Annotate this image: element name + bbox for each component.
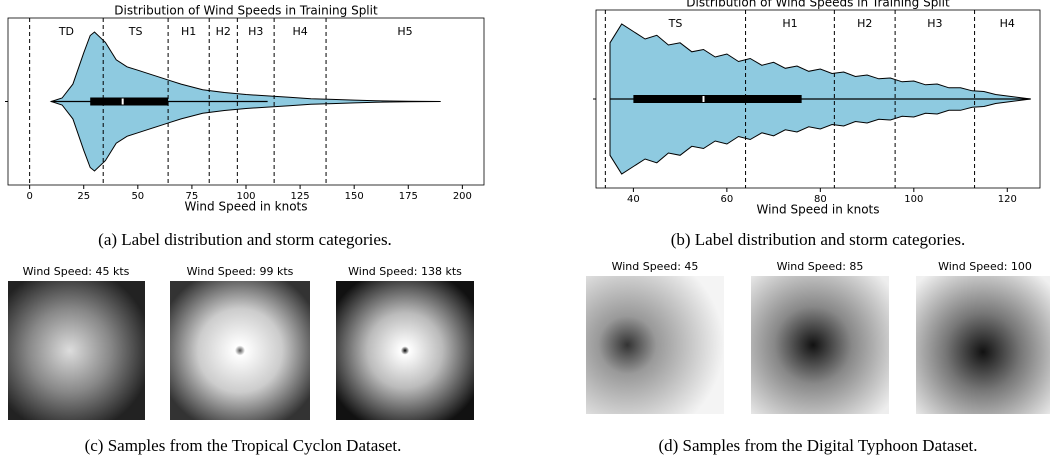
satellite-image [170, 281, 310, 420]
caption: (d) Samples from the Digital Typhoon Dat… [658, 436, 977, 455]
category-label: H5 [397, 25, 412, 38]
x-tick-label: 60 [720, 194, 733, 205]
category-label: TS [128, 25, 143, 38]
x-tick-label: 100 [904, 194, 923, 205]
satellite-image [8, 281, 145, 420]
category-label: TS [668, 17, 683, 30]
x-tick-label: 200 [453, 191, 472, 202]
satellite-image [336, 281, 474, 420]
category-label: H3 [248, 25, 263, 38]
satellite-image [586, 276, 724, 414]
caption: (c) Samples from the Tropical Cyclon Dat… [85, 436, 402, 455]
figure: Wind Speed: 45 kts Wind Speed: 99 kts Wi… [0, 0, 1052, 465]
category-label: TD [58, 25, 74, 38]
sample-title: Wind Speed: 100 [938, 260, 1032, 273]
x-axis-label: Wind Speed in knots [756, 203, 879, 217]
category-label: H4 [292, 25, 307, 38]
box [633, 95, 801, 103]
caption: (b) Label distribution and storm categor… [671, 230, 966, 249]
x-tick-label: 0 [26, 191, 32, 202]
x-tick-label: 50 [131, 191, 144, 202]
x-tick-label: 150 [345, 191, 364, 202]
x-tick-label: 120 [998, 194, 1017, 205]
satellite-image [916, 276, 1050, 414]
category-label: H1 [782, 17, 797, 30]
x-axis-label: Wind Speed in knots [184, 200, 307, 214]
sample-title: Wind Speed: 138 kts [348, 265, 462, 278]
chart-title: Distribution of Wind Speeds in Training … [114, 4, 378, 18]
satellite-image [751, 276, 889, 414]
category-label: H1 [181, 25, 196, 38]
sample-title: Wind Speed: 45 [612, 260, 699, 273]
sample-title: Wind Speed: 45 kts [23, 265, 130, 278]
x-tick-label: 175 [399, 191, 418, 202]
category-label: H3 [927, 17, 942, 30]
box [90, 98, 168, 106]
category-label: H4 [1000, 17, 1015, 30]
caption: (a) Label distribution and storm categor… [98, 230, 392, 249]
sample-title: Wind Speed: 85 [777, 260, 864, 273]
x-tick-label: 25 [77, 191, 90, 202]
sample-title: Wind Speed: 99 kts [187, 265, 294, 278]
x-tick-label: 40 [627, 194, 640, 205]
category-label: H2 [857, 17, 872, 30]
chart-title: Distribution of Wind Speeds in Training … [686, 0, 950, 10]
category-label: H2 [216, 25, 231, 38]
